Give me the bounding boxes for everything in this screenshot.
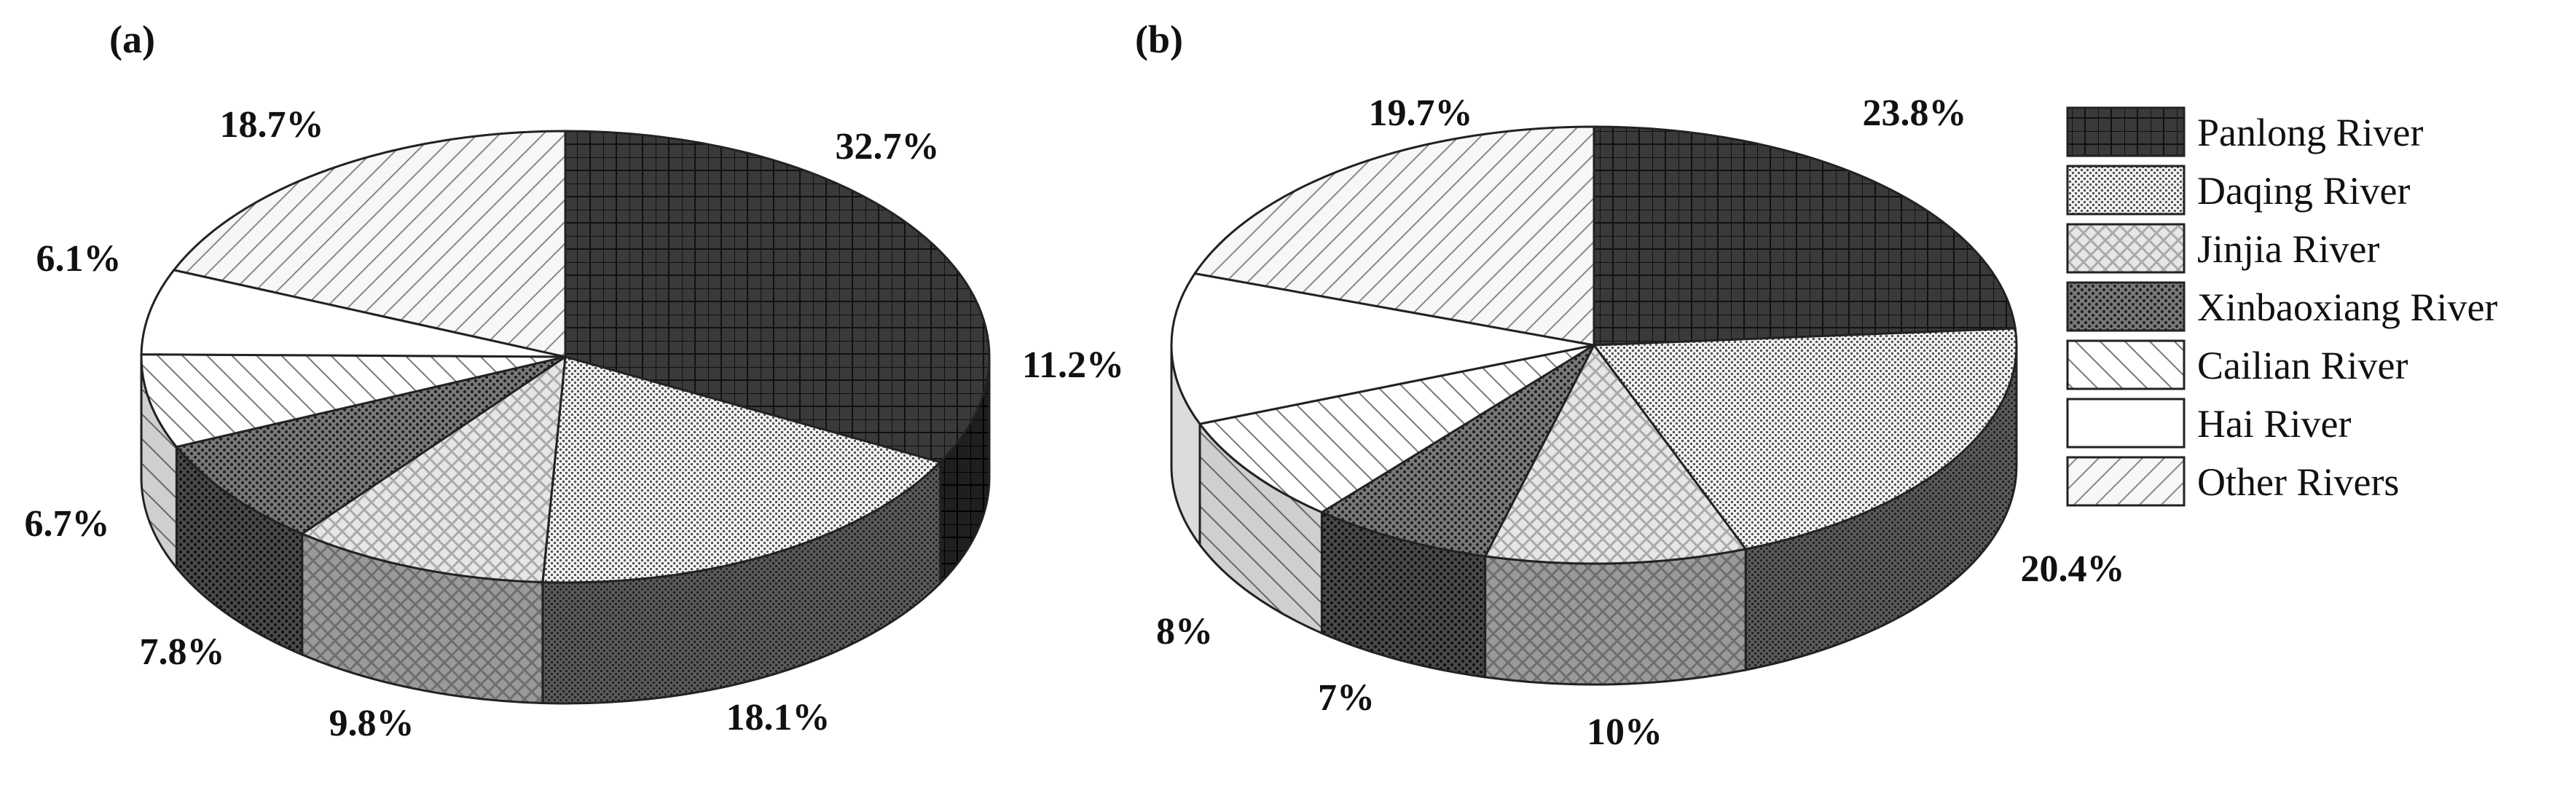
legend-swatch	[2066, 281, 2186, 332]
data-label-hai-river: 6.1%	[36, 238, 122, 280]
pie-slice-jinjia-river	[299, 354, 567, 584]
data-label-jinjia-river: 9.8%	[329, 703, 415, 744]
legend-label: Jinjia River	[2197, 227, 2379, 271]
legend-label: Other Rivers	[2197, 460, 2399, 504]
pie-slice-hai-river	[140, 269, 566, 358]
pie-side-walls	[1170, 344, 2018, 686]
panel-label: (a)	[109, 17, 155, 61]
pie-b: 23.8% 20.4% 10% 7% 8% 11.2% 19.7% (b)	[1022, 17, 2125, 753]
data-label-xinbaoxiang-river: 7.8%	[140, 631, 225, 673]
legend-label: Xinbaoxiang River	[2197, 285, 2497, 329]
legend-item-cailian-river: Cailian River	[2066, 339, 2408, 390]
legend-swatch	[2066, 456, 2186, 507]
legend-label: Hai River	[2197, 402, 2351, 446]
legend-swatch	[2066, 106, 2186, 157]
legend: Panlong River Daqing River Jinjia River Xin…	[2066, 106, 2497, 507]
legend-label: Cailian River	[2197, 344, 2408, 387]
pie-slice-panlong-river	[564, 130, 991, 464]
pie-slice-cailian-river	[140, 353, 566, 449]
data-label-cailian-river: 8%	[1156, 611, 1213, 652]
pie-slice-jinjia-river	[1483, 343, 1748, 565]
legend-item-daqing-river: Daqing River	[2066, 165, 2410, 216]
data-label-daqing-river: 18.1%	[726, 697, 830, 738]
data-label-panlong-river: 23.8%	[1863, 92, 1967, 134]
pie-side-walls	[140, 356, 991, 705]
pie-slice-xinbaoxiang-river	[1319, 342, 1597, 558]
legend-item-panlong-river: Panlong River	[2066, 106, 2423, 157]
pie-slice-xinbaoxiang-river	[174, 355, 566, 535]
data-label-cailian-river: 6.7%	[25, 503, 110, 545]
pie-slice-daqing-river	[541, 355, 943, 584]
legend-item-jinjia-river: Jinjia River	[2066, 223, 2379, 274]
pie-data-labels: 23.8% 20.4% 10% 7% 8% 11.2% 19.7%	[1022, 92, 2125, 753]
legend-item-xinbaoxiang-river: Xinbaoxiang River	[2066, 281, 2497, 332]
legend-swatch	[2066, 223, 2186, 274]
pie-top-faces	[1170, 125, 2018, 565]
data-label-hai-river: 11.2%	[1022, 344, 1124, 386]
pie-slice-other-rivers	[1193, 125, 1595, 347]
pie-slice-other-rivers	[172, 130, 567, 358]
data-label-jinjia-river: 10%	[1587, 711, 1662, 753]
pie-side-jinjia-river	[1484, 548, 1747, 686]
pie-slice-daqing-river	[1592, 327, 2018, 551]
data-label-panlong-river: 32.7%	[836, 126, 940, 167]
legend-swatch	[2066, 165, 2186, 216]
pie-top-faces	[140, 130, 991, 584]
data-label-daqing-river: 20.4%	[2021, 548, 2125, 590]
pie-data-labels: 32.7% 18.1% 9.8% 7.8% 6.7% 6.1% 18.7%	[25, 104, 940, 744]
legend-label: Daqing River	[2197, 169, 2410, 213]
legend-swatch	[2066, 339, 2186, 390]
pie-slice-hai-river	[1170, 272, 1595, 425]
legend-item-other-rivers: Other Rivers	[2066, 456, 2399, 507]
panel-label: (b)	[1135, 17, 1183, 61]
legend-label: Panlong River	[2197, 111, 2423, 154]
pie-a: 32.7% 18.1% 9.8% 7.8% 6.7% 6.1% 18.7% (a)	[25, 17, 991, 744]
pie-slice-panlong-river	[1593, 125, 2017, 347]
legend-swatch	[2066, 398, 2186, 449]
data-label-xinbaoxiang-river: 7%	[1318, 677, 1375, 719]
data-label-other-rivers: 18.7%	[220, 104, 324, 146]
legend-item-hai-river: Hai River	[2066, 398, 2351, 449]
data-label-other-rivers: 19.7%	[1369, 92, 1473, 134]
pie-slice-cailian-river	[1198, 344, 1595, 514]
